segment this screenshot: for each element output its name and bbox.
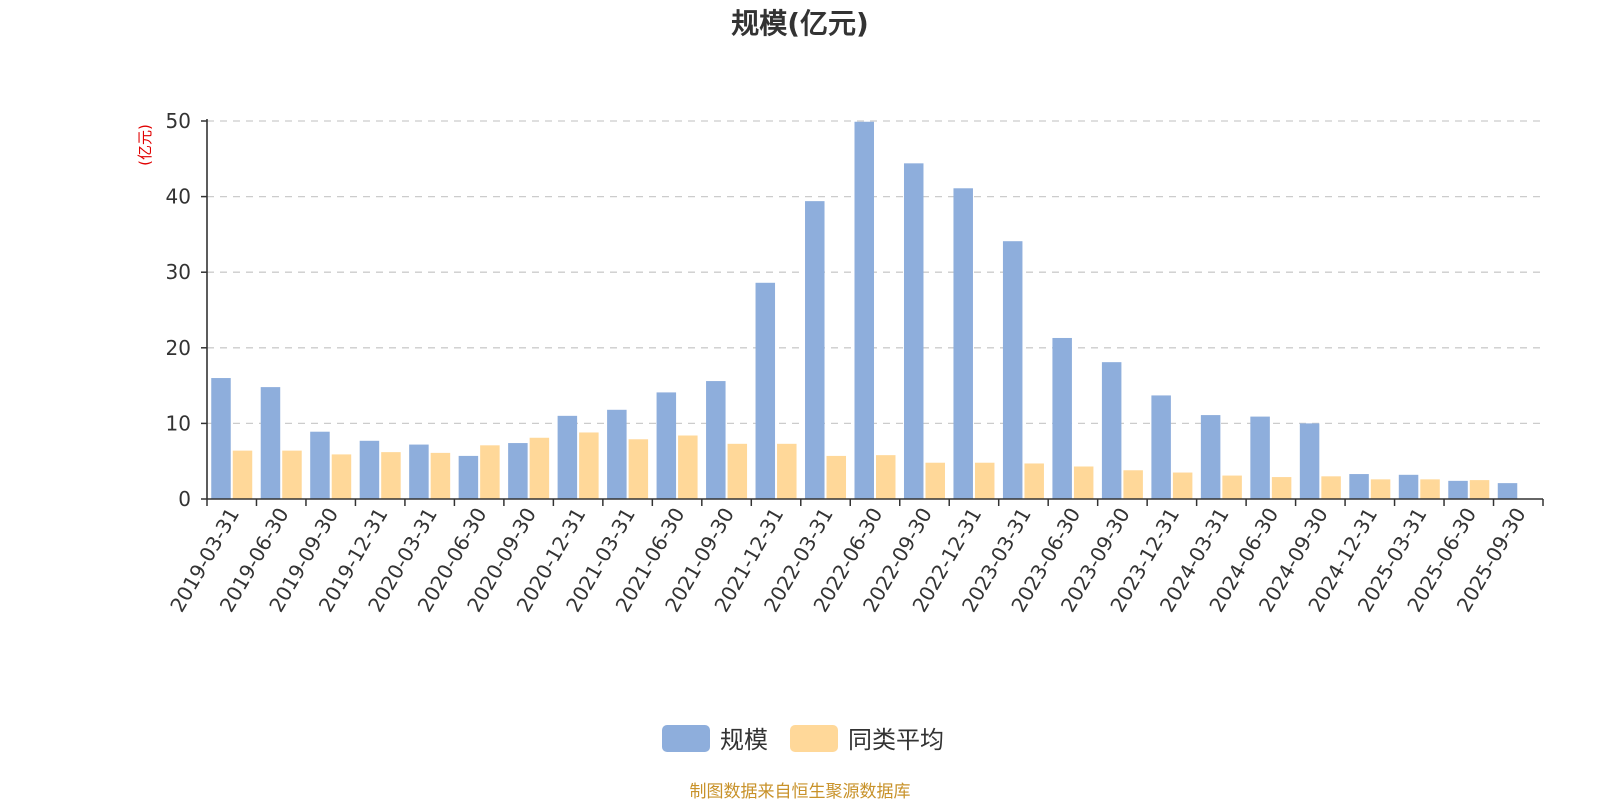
bar-peer-average-2025-06-30[interactable] [1469,480,1490,499]
bar-scale-2021-09-30[interactable] [706,381,726,499]
bar-scale-2022-06-30[interactable] [854,121,875,500]
bar-scale-2023-12-31[interactable] [1151,395,1171,499]
bar-peer-average-2020-06-30[interactable] [480,445,500,499]
bar-scale-2025-06-30[interactable] [1448,480,1468,499]
bar-peer-average-2022-03-31[interactable] [826,455,847,499]
y-tick-label: 50 [166,109,191,133]
legend-swatch-peer-average[interactable] [790,725,838,752]
bar-scale-2021-03-31[interactable] [607,409,627,499]
bar-peer-average-2023-09-30[interactable] [1123,470,1143,499]
bar-scale-2025-09-30[interactable] [1497,483,1518,499]
bar-scale-2022-03-31[interactable] [805,201,825,500]
y-tick-label: 20 [166,336,191,360]
chart-title: 规模(亿元) [731,7,869,40]
bar-scale-2019-03-31[interactable] [211,378,231,499]
bar-scale-2021-12-31[interactable] [755,282,776,499]
y-tick-label: 10 [166,411,191,435]
bar-peer-average-2023-06-30[interactable] [1073,466,1094,499]
y-tick-labels: 0 10 20 30 40 50 [166,109,191,511]
y-tick-label: 40 [166,185,191,209]
bar-peer-average-2023-12-31[interactable] [1172,472,1193,499]
bar-peer-average-2024-12-31[interactable] [1370,479,1391,499]
y-tick-label: 30 [166,260,191,284]
bar-peer-average-2025-03-31[interactable] [1420,479,1440,499]
bar-scale-2023-03-31[interactable] [1002,241,1023,500]
grid-lines [207,120,1543,425]
bar-peer-average-2022-06-30[interactable] [876,455,896,499]
legend-swatch-scale[interactable] [662,725,710,752]
bar-scale-2022-12-31[interactable] [953,188,973,499]
bar-peer-average-2019-12-31[interactable] [381,452,401,499]
bar-scale-2019-09-30[interactable] [310,431,330,499]
bar-peer-average-2020-09-30[interactable] [529,437,550,499]
legend-label-peer-average[interactable]: 同类平均 [848,726,944,754]
bar-scale-2023-09-30[interactable] [1101,362,1122,499]
bar-peer-average-2023-03-31[interactable] [1024,463,1044,499]
bar-peer-average-2021-12-31[interactable] [777,443,797,499]
x-tick-labels: 2019-03-312019-06-302019-09-302019-12-31… [165,504,1530,617]
bar-peer-average-2022-09-30[interactable] [925,462,945,499]
bar-peer-average-2024-09-30[interactable] [1321,476,1341,499]
bar-peer-average-2020-12-31[interactable] [579,432,599,499]
bar-scale-2024-06-30[interactable] [1250,416,1270,499]
bar-scale-2022-09-30[interactable] [903,163,924,499]
y-axis-label: (亿元) [136,124,154,166]
bar-peer-average-2020-03-31[interactable] [430,452,451,499]
bar-peer-average-2021-06-30[interactable] [678,435,698,499]
bar-peer-average-2019-03-31[interactable] [232,450,253,499]
bar-scale-2019-12-31[interactable] [359,440,380,499]
bar-scale-2020-03-31[interactable] [409,444,429,499]
bar-peer-average-2024-06-30[interactable] [1271,477,1292,499]
bar-peer-average-2021-09-30[interactable] [727,443,748,499]
legend: 规模 同类平均 [662,725,944,754]
bar-peer-average-2019-09-30[interactable] [331,454,352,499]
bar-scale-2024-03-31[interactable] [1200,415,1221,499]
bar-peer-average-2021-03-31[interactable] [628,439,649,499]
bar-peer-average-2022-12-31[interactable] [974,462,995,499]
bar-scale-2024-12-31[interactable] [1349,474,1369,499]
bar-peer-average-2024-03-31[interactable] [1222,475,1242,499]
data-source-note: 制图数据来自恒生聚源数据库 [690,782,911,800]
bars [211,121,1518,500]
bar-scale-2025-03-31[interactable] [1398,474,1419,499]
bar-peer-average-2019-06-30[interactable] [282,450,302,499]
bar-scale-2021-06-30[interactable] [656,392,677,499]
y-tick-label: 0 [178,487,191,511]
bar-scale-2024-09-30[interactable] [1299,423,1320,499]
bar-scale-2023-06-30[interactable] [1052,337,1072,499]
bar-scale-2019-06-30[interactable] [260,387,281,499]
bar-scale-2020-06-30[interactable] [458,455,479,499]
axes [201,119,1544,506]
legend-label-scale[interactable]: 规模 [720,726,768,754]
bar-scale-2020-09-30[interactable] [508,443,528,499]
bar-scale-2020-12-31[interactable] [557,415,578,499]
